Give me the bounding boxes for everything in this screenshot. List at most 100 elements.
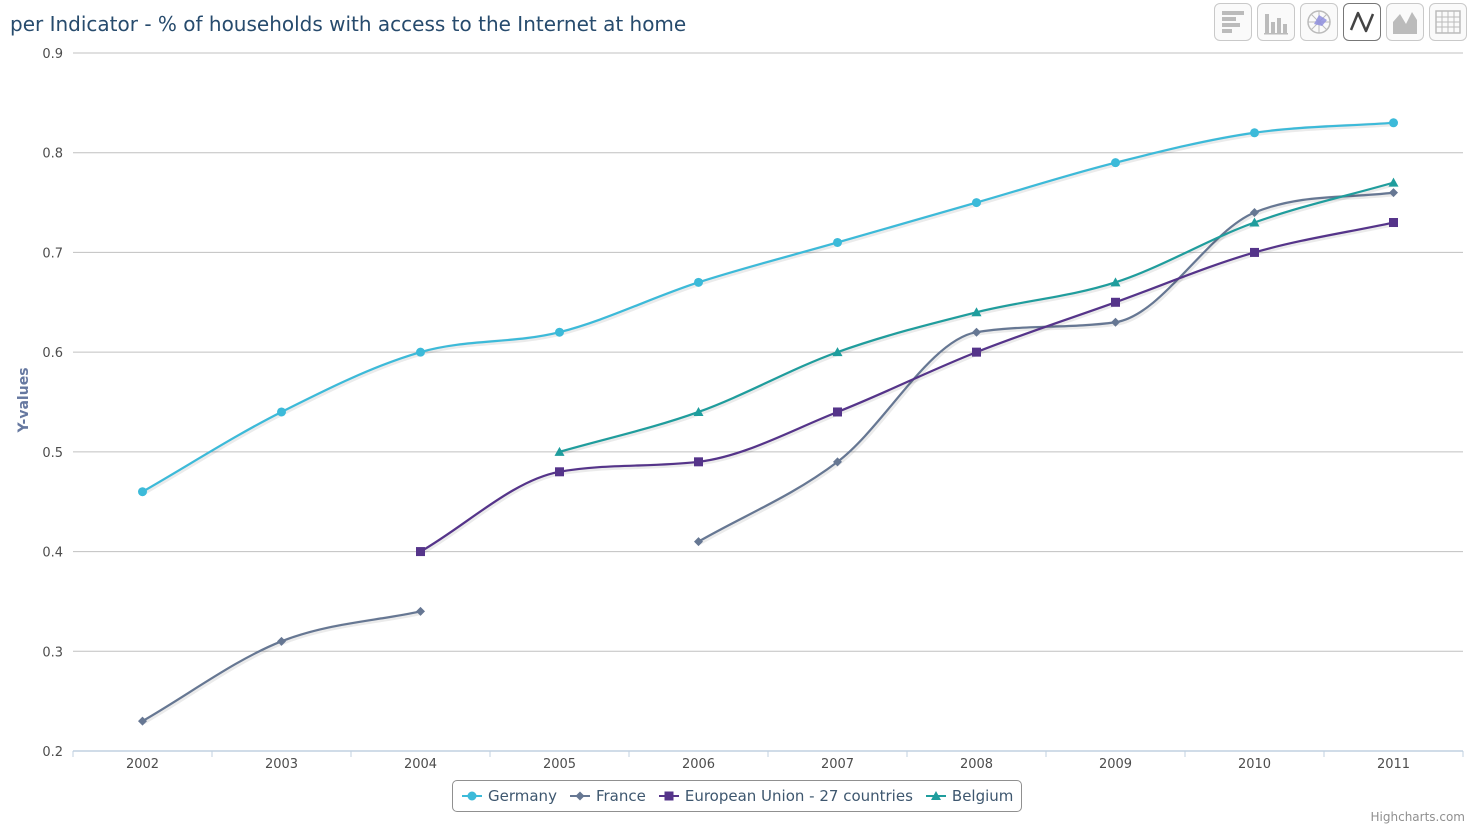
y-tick-label: 0.6 <box>42 346 63 361</box>
data-point[interactable] <box>1389 118 1398 128</box>
y-tick-label: 0.2 <box>42 745 63 760</box>
y-axis-title: Y-values <box>16 367 32 433</box>
legend-item[interactable]: European Union - 27 countries <box>658 787 913 805</box>
data-point[interactable] <box>1110 277 1121 287</box>
series-line[interactable] <box>697 191 1394 543</box>
data-point[interactable] <box>554 446 565 456</box>
legend-marker[interactable] <box>930 791 941 800</box>
data-point[interactable] <box>138 716 147 726</box>
area-chart-button[interactable] <box>1386 3 1424 41</box>
series-line-shadow <box>559 181 1396 456</box>
chart-type-toolbar <box>1214 3 1467 41</box>
line-chart-icon <box>1349 11 1375 33</box>
grid-lines <box>73 52 1463 652</box>
data-point[interactable] <box>416 606 425 616</box>
data-point[interactable] <box>277 636 286 646</box>
legend-item[interactable]: Belgium <box>925 787 1014 805</box>
data-point[interactable] <box>277 407 286 417</box>
data-point[interactable] <box>1389 188 1398 198</box>
data-point[interactable] <box>416 347 425 357</box>
data-point[interactable] <box>694 537 703 547</box>
legend-marker[interactable] <box>467 791 477 801</box>
series-2 <box>416 218 1398 557</box>
series-layer <box>138 118 1399 726</box>
data-point[interactable] <box>1250 247 1259 257</box>
line-chart-button[interactable] <box>1343 3 1381 41</box>
series-line-shadow <box>142 609 423 725</box>
data-point[interactable] <box>555 327 564 337</box>
legend-label: Belgium <box>951 787 1014 805</box>
legend-symbol <box>462 791 482 801</box>
radar-chart-button[interactable] <box>1300 3 1338 41</box>
radar-chart-icon <box>1307 10 1331 34</box>
x-tick-label: 2005 <box>543 757 576 772</box>
x-tick-label: 2011 <box>1377 757 1410 772</box>
legend-symbol <box>925 791 946 800</box>
legend: Germany France European Union - 27 countri… <box>452 780 1023 812</box>
legend-symbol <box>569 791 590 801</box>
column-chart-button[interactable] <box>1257 3 1295 41</box>
series-3 <box>554 177 1399 456</box>
area-chart-icon <box>1393 12 1417 34</box>
data-point[interactable] <box>1111 317 1120 327</box>
data-point[interactable] <box>416 547 425 557</box>
data-point[interactable] <box>694 277 703 287</box>
x-tick-label: 2006 <box>682 757 715 772</box>
data-point[interactable] <box>971 307 982 317</box>
legend-label: European Union - 27 countries <box>684 787 913 805</box>
data-point[interactable] <box>555 467 564 477</box>
legend-item[interactable]: France <box>569 787 646 805</box>
data-point[interactable] <box>972 327 981 337</box>
table-view-button[interactable] <box>1429 3 1467 41</box>
y-tick-label: 0.7 <box>42 246 63 261</box>
series-line[interactable] <box>559 181 1394 453</box>
x-tick-label: 2007 <box>821 757 854 772</box>
x-tick-label: 2002 <box>126 757 159 772</box>
series-0 <box>138 118 1398 497</box>
series-1 <box>138 188 1398 726</box>
series-line[interactable] <box>141 610 421 723</box>
x-tick-label: 2009 <box>1099 757 1132 772</box>
x-tick-label: 2010 <box>1238 757 1271 772</box>
y-tick-label: 0.5 <box>42 446 63 461</box>
data-point[interactable] <box>1388 177 1399 187</box>
data-point[interactable] <box>693 406 704 416</box>
series-line[interactable] <box>419 221 1394 553</box>
y-tick-label: 0.3 <box>42 645 63 660</box>
data-point[interactable] <box>833 237 842 247</box>
x-tick-label: 2004 <box>404 757 437 772</box>
data-point[interactable] <box>832 347 843 357</box>
y-tick-label: 0.8 <box>42 147 63 162</box>
x-tick-label: 2003 <box>265 757 298 772</box>
x-tick-label: 2008 <box>960 757 993 772</box>
y-tick-label: 0.4 <box>42 546 63 561</box>
data-point[interactable] <box>1249 217 1260 227</box>
horizontal-bar-chart-button[interactable] <box>1214 3 1252 41</box>
data-point[interactable] <box>833 457 842 467</box>
data-point[interactable] <box>138 487 147 497</box>
series-line[interactable] <box>141 121 1394 493</box>
data-point[interactable] <box>1389 218 1398 228</box>
credits-link[interactable]: Highcharts.com <box>1370 810 1465 824</box>
data-point[interactable] <box>1250 208 1259 218</box>
data-point[interactable] <box>694 457 703 467</box>
table-icon <box>1435 10 1461 34</box>
legend-marker[interactable] <box>664 791 674 801</box>
data-point[interactable] <box>972 347 981 357</box>
data-point[interactable] <box>1111 158 1120 168</box>
legend-marker[interactable] <box>575 791 585 801</box>
legend-item[interactable]: Germany <box>461 787 557 805</box>
legend-label: Germany <box>488 787 557 805</box>
legend-label: France <box>595 787 646 805</box>
data-point[interactable] <box>972 198 981 208</box>
data-point[interactable] <box>1111 297 1120 307</box>
column-chart-icon <box>1264 14 1288 35</box>
series-line-shadow <box>142 121 1395 495</box>
chart-title: per Indicator - % of households with acc… <box>10 12 687 36</box>
data-point[interactable] <box>833 407 842 417</box>
data-point[interactable] <box>1250 128 1259 138</box>
legend-symbol <box>658 791 679 801</box>
y-tick-label: 0.9 <box>42 47 63 62</box>
